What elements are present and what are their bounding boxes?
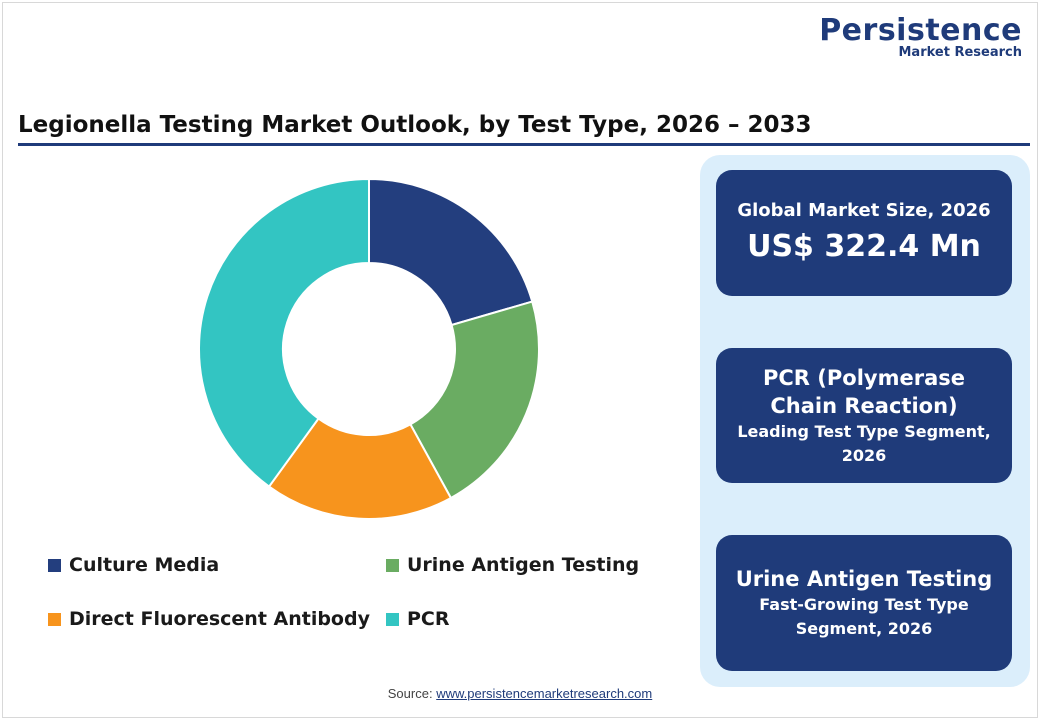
fastest-segment-card: Urine Antigen Testing Fast-Growing Test … xyxy=(716,535,1012,671)
title-divider xyxy=(18,143,1030,146)
donut-slice-pcr xyxy=(198,177,370,488)
legend-label-culture-media: Culture Media xyxy=(69,554,220,576)
brand-logo: Persistence Market Research xyxy=(819,14,1022,60)
chart-title: Legionella Testing Market Outlook, by Te… xyxy=(18,112,812,138)
leading-segment-name: PCR (Polymerase Chain Reaction) xyxy=(763,365,965,418)
fastest-segment-caption: Fast-Growing Test Type Segment, 2026 xyxy=(759,595,969,638)
market-size-card: Global Market Size, 2026 US$ 322.4 Mn xyxy=(716,170,1012,296)
logo-sub-text: Market Research xyxy=(898,45,1023,60)
legend-label-urine-antigen-testing: Urine Antigen Testing xyxy=(407,554,640,576)
leading-segment-caption: Leading Test Type Segment, 2026 xyxy=(737,421,991,465)
leading-segment-card: PCR (Polymerase Chain Reaction) Leading … xyxy=(716,348,1012,483)
legend-item-direct-fluorescent-antibody: Direct Fluorescent Antibody xyxy=(48,608,370,630)
legend-swatch-urine-antigen-testing xyxy=(386,558,399,572)
legend-item-pcr: PCR xyxy=(386,608,450,630)
logo-main-text: Persistence xyxy=(819,13,1022,48)
legend-item-urine-antigen-testing: Urine Antigen Testing xyxy=(386,554,639,576)
legend-swatch-direct-fluorescent-antibody xyxy=(48,612,61,626)
source-prefix: Source: xyxy=(387,686,433,701)
donut-slice-urine-antigen-testing xyxy=(409,300,540,500)
legend-label-pcr: PCR xyxy=(407,608,450,630)
legend-label-direct-fluorescent-antibody: Direct Fluorescent Antibody xyxy=(69,608,370,630)
legend-item-culture-media: Culture Media xyxy=(48,554,219,576)
market-size-label: Global Market Size, 2026 xyxy=(737,200,991,221)
source-link[interactable]: www.persistencemarketresearch.com xyxy=(436,686,653,701)
market-size-value: US$ 322.4 Mn xyxy=(747,229,981,264)
donut-slice-direct-fluorescent-antibody xyxy=(267,417,453,520)
fastest-segment-name: Urine Antigen Testing xyxy=(735,567,993,591)
donut-chart xyxy=(198,177,540,520)
donut-slice-culture-media xyxy=(368,177,534,327)
legend-swatch-pcr xyxy=(386,612,399,626)
legend-swatch-culture-media xyxy=(48,558,61,572)
source-note: Source: www.persistencemarketresearch.co… xyxy=(0,686,1040,701)
